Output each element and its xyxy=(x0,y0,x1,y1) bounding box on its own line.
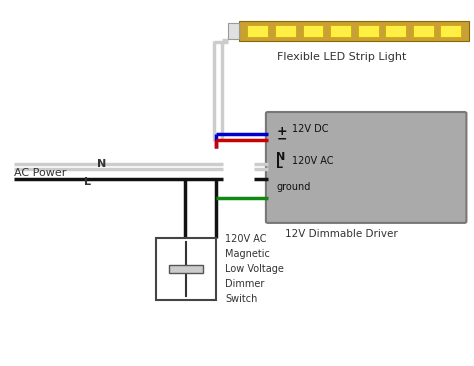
Bar xyxy=(228,23,239,39)
Bar xyxy=(440,25,461,37)
Text: AC Power: AC Power xyxy=(14,168,66,178)
Bar xyxy=(247,25,268,37)
Text: L: L xyxy=(276,160,283,170)
Bar xyxy=(302,25,323,37)
Text: 120V AC
Magnetic
Low Voltage
Dimmer
Switch: 120V AC Magnetic Low Voltage Dimmer Swit… xyxy=(225,234,284,304)
Bar xyxy=(239,21,469,41)
Bar xyxy=(358,25,379,37)
Text: +: + xyxy=(276,125,287,138)
Text: 120V AC: 120V AC xyxy=(292,156,333,166)
Bar xyxy=(413,25,434,37)
Text: 12V DC: 12V DC xyxy=(292,124,328,134)
Bar xyxy=(156,238,216,300)
Text: −: − xyxy=(276,132,287,146)
Bar xyxy=(170,265,203,273)
Text: Flexible LED Strip Light: Flexible LED Strip Light xyxy=(277,52,406,62)
Text: N: N xyxy=(276,152,286,163)
Text: N: N xyxy=(97,158,107,169)
Bar xyxy=(275,25,296,37)
Text: L: L xyxy=(84,177,91,187)
FancyBboxPatch shape xyxy=(266,112,466,223)
Text: ground: ground xyxy=(276,182,311,192)
Text: 12V Dimmable Driver: 12V Dimmable Driver xyxy=(285,229,398,239)
Bar xyxy=(385,25,406,37)
Bar xyxy=(330,25,351,37)
